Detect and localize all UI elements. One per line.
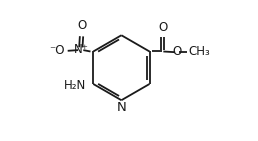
Text: N⁺: N⁺ [73, 43, 88, 56]
Text: N: N [117, 101, 127, 114]
Text: O: O [158, 21, 167, 34]
Text: O: O [173, 45, 182, 58]
Text: CH₃: CH₃ [188, 45, 210, 58]
Text: O: O [77, 19, 86, 32]
Text: ⁻O: ⁻O [49, 44, 64, 57]
Text: H₂N: H₂N [63, 79, 86, 92]
